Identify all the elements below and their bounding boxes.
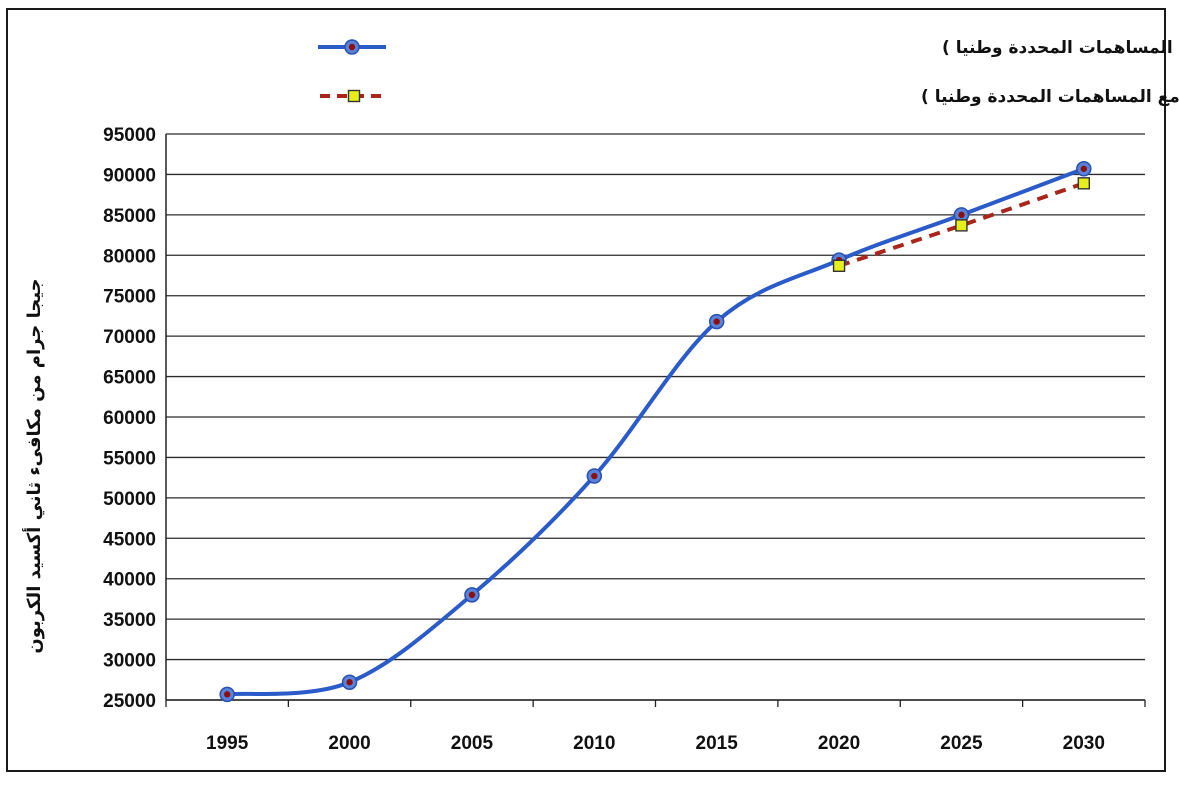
chart-frame (6, 8, 1166, 772)
y-tick-label: 85000 (103, 206, 156, 227)
legend-swatch-marker (347, 89, 361, 103)
data-point-center (223, 691, 231, 698)
y-tick-label: 60000 (103, 408, 156, 429)
y-tick-label: 50000 (103, 489, 156, 510)
x-tick-label: 2010 (573, 733, 615, 754)
y-tick-label: 65000 (103, 368, 156, 389)
data-point (832, 259, 846, 272)
x-tick-label: 1995 (206, 733, 249, 754)
data-point-center (591, 472, 598, 480)
series-lines (219, 161, 1092, 703)
y-tick-label: 35000 (103, 610, 156, 631)
data-point-center (958, 211, 965, 219)
y-axis-label: جيجا جرام من مكافىء ثاني أكسيد الكربون (22, 278, 45, 653)
series-line-1 (225, 166, 1086, 697)
data-point (955, 219, 968, 232)
legend-label-1: مجموع انبعاثات غازات الدفيئة (بدون المسا… (942, 38, 1179, 58)
y-tick-label: 80000 (103, 246, 156, 267)
data-point (1077, 177, 1091, 190)
data-point-center (346, 679, 353, 686)
gridlines (166, 133, 1145, 701)
legend: مجموع انبعاثات غازات الدفيئة (بدون المسا… (318, 38, 1179, 107)
y-tick-label: 55000 (103, 448, 156, 469)
x-tick-label: 2025 (940, 733, 983, 754)
y-tick-label: 25000 (103, 691, 156, 712)
legend-label-2: مجموع انبعاثات غازات الدفيئة (مع المساهم… (921, 87, 1179, 107)
x-tick-label: 2020 (818, 733, 860, 754)
y-tick-label: 95000 (103, 125, 156, 146)
y-tick-label: 70000 (103, 327, 156, 348)
data-point-center (713, 318, 720, 325)
y-tick-labels: 95000 90000 85000 80000 75000 70000 65000 60000… (103, 125, 156, 712)
data-point-center (1080, 165, 1088, 172)
y-tick-label: 75000 (103, 287, 156, 308)
y-tick-label: 30000 (103, 651, 156, 672)
x-tick-label: 2030 (1063, 733, 1105, 754)
y-tick-label: 45000 (103, 529, 156, 550)
x-tick-label: 2015 (696, 733, 739, 754)
x-tick-labels: 1995 2000 2005 2010 2015 2020 2025 2030 (206, 733, 1105, 754)
y-tick-label: 90000 (103, 165, 156, 186)
x-tick-label: 2000 (328, 733, 370, 754)
y-tick-label: 40000 (103, 570, 156, 591)
axes (165, 134, 1146, 707)
data-point-center (468, 591, 476, 599)
x-tick-label: 2005 (451, 733, 494, 754)
legend-swatch-marker-center (348, 43, 356, 51)
